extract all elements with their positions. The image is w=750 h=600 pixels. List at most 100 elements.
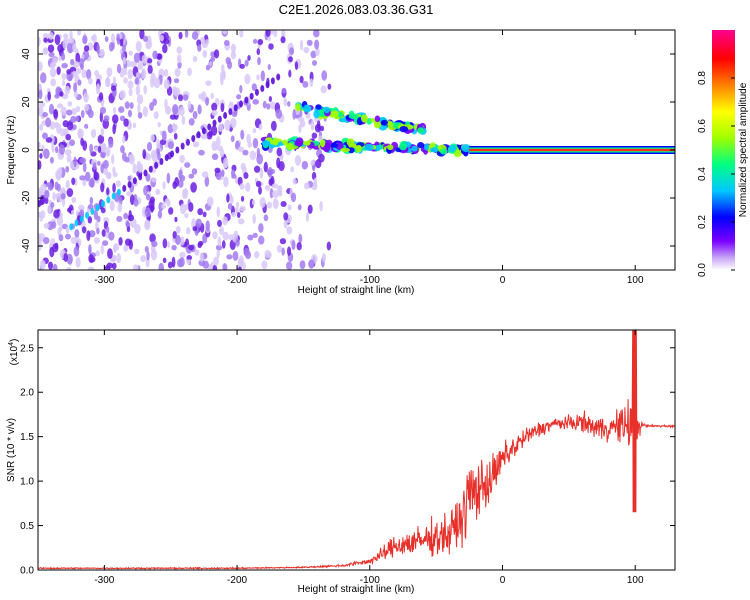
- noise-dot: [307, 204, 313, 214]
- noise-dot: [246, 133, 251, 144]
- noise-dot: [150, 249, 158, 261]
- noise-dot: [38, 141, 41, 151]
- noise-dot: [242, 262, 246, 270]
- branch-dot: [338, 117, 348, 123]
- noise-dot: [211, 141, 218, 152]
- noise-dot: [89, 143, 94, 154]
- noise-dot: [230, 135, 235, 143]
- noise-dot: [112, 76, 117, 86]
- noise-dot: [217, 236, 222, 247]
- noise-dot: [226, 193, 230, 203]
- noise-dot: [49, 121, 56, 130]
- noise-dot: [145, 44, 150, 50]
- noise-dot: [254, 250, 260, 259]
- noise-dot: [182, 94, 189, 101]
- y-tick-label: -20: [21, 190, 32, 205]
- noise-dot: [104, 36, 109, 42]
- noise-dot: [176, 46, 183, 54]
- noise-dot: [200, 134, 208, 140]
- noise-dot: [259, 167, 264, 179]
- noise-dot: [135, 72, 140, 79]
- branch-dot: [429, 147, 439, 153]
- noise-dot: [80, 137, 84, 147]
- noise-dot: [174, 67, 181, 77]
- noise-dot: [268, 43, 274, 50]
- noise-dot: [53, 108, 58, 119]
- noise-dot: [292, 178, 297, 185]
- noise-dot: [197, 44, 202, 52]
- noise-dot: [146, 35, 152, 46]
- noise-dot: [230, 117, 237, 129]
- streak-dot: [239, 100, 244, 108]
- branch-dot: [272, 137, 279, 146]
- noise-dot: [222, 30, 228, 35]
- noise-dot: [252, 38, 258, 44]
- streak-dot: [74, 219, 79, 227]
- spectrogram-marks: [38, 30, 675, 270]
- noise-dot: [320, 125, 325, 132]
- noise-dot: [296, 242, 302, 251]
- noise-dot: [52, 191, 56, 201]
- noise-dot: [42, 33, 49, 39]
- noise-dot: [242, 149, 249, 156]
- noise-dot: [276, 244, 282, 253]
- noise-dot: [47, 91, 51, 101]
- noise-dot: [54, 121, 59, 129]
- noise-dot: [244, 73, 251, 85]
- noise-dot: [70, 115, 77, 123]
- spectrogram-ylabel: Frequency (Hz): [6, 116, 17, 185]
- branch-dot: [313, 110, 320, 119]
- noise-dot: [177, 179, 184, 188]
- noise-dot: [212, 264, 217, 270]
- noise-dot: [41, 132, 48, 140]
- noise-dot: [151, 240, 158, 248]
- noise-dot: [116, 63, 122, 74]
- noise-dot: [65, 149, 72, 156]
- noise-dot: [63, 252, 68, 263]
- noise-dot: [151, 152, 158, 162]
- noise-dot: [268, 95, 273, 103]
- noise-dot: [288, 69, 292, 78]
- noise-dot: [239, 183, 245, 190]
- snr-multiplier: (x104): [8, 339, 20, 366]
- noise-dot: [167, 140, 175, 150]
- noise-dot: [107, 248, 113, 259]
- noise-dot: [116, 215, 123, 223]
- noise-dot: [88, 244, 92, 255]
- noise-dot: [106, 187, 110, 196]
- noise-dot: [99, 143, 107, 153]
- noise-dot: [229, 195, 234, 205]
- noise-dot: [103, 167, 109, 176]
- noise-dot: [167, 261, 173, 269]
- noise-dot: [61, 73, 67, 81]
- colorbar-tick-label: 0.2: [697, 215, 708, 229]
- noise-dot: [137, 103, 141, 114]
- noise-dot: [124, 101, 130, 109]
- noise-dot: [58, 226, 63, 232]
- noise-dot: [310, 50, 317, 59]
- streak-dot: [90, 207, 95, 215]
- noise-dot: [100, 207, 106, 214]
- noise-dot: [286, 226, 293, 235]
- noise-dot: [188, 117, 195, 126]
- noise-dot: [129, 194, 135, 206]
- streak-dot: [79, 215, 84, 223]
- noise-dot: [87, 266, 95, 270]
- noise-dot: [290, 166, 295, 173]
- noise-dot: [223, 157, 229, 169]
- noise-dot: [39, 259, 46, 270]
- noise-dot: [298, 233, 303, 244]
- noise-dot: [178, 257, 185, 268]
- noise-dot: [141, 68, 147, 80]
- branch-dot: [364, 143, 374, 151]
- noise-dot: [84, 123, 89, 129]
- noise-dot: [38, 232, 42, 244]
- noise-dot: [121, 44, 126, 53]
- streak-dot: [217, 115, 222, 123]
- y-tick-label: 0.5: [20, 521, 34, 532]
- noise-dot: [302, 81, 309, 88]
- streak-dot: [106, 196, 111, 204]
- noise-dot: [127, 175, 131, 181]
- y-tick-label: 2.0: [20, 388, 34, 399]
- noise-dot: [320, 85, 327, 94]
